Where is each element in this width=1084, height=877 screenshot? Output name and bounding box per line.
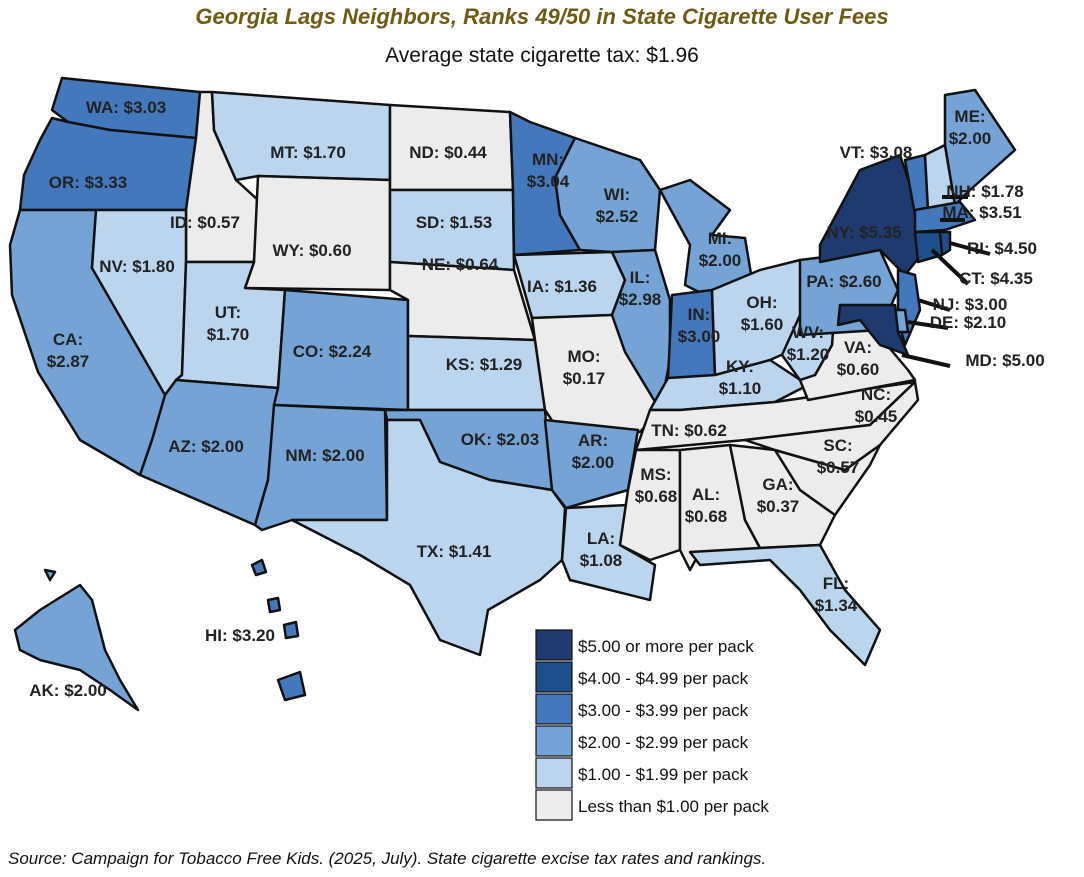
state-label-or: OR: $3.33 <box>49 173 127 192</box>
state-label-sc: SC: $0.57 <box>817 436 860 477</box>
state-label-ok: OK: $2.03 <box>461 430 539 449</box>
legend-swatch-4 <box>535 757 573 789</box>
state-label-mi: MI: $2.00 <box>699 229 742 270</box>
state-label-pa: PA: $2.60 <box>806 272 881 291</box>
legend-swatch-5 <box>535 789 573 821</box>
state-label-ks: KS: $1.29 <box>446 355 523 374</box>
state-label-nv: NV: $1.80 <box>99 257 175 276</box>
legend-label-2: $3.00 - $3.99 per pack <box>578 701 749 720</box>
state-nj <box>896 268 922 347</box>
state-mt <box>210 90 392 182</box>
state-tx <box>290 418 567 657</box>
map-subtitle: Average state cigarette tax: $1.96 <box>385 44 699 67</box>
state-fl <box>688 543 882 667</box>
leader-line-3 <box>930 248 970 286</box>
state-label-ca: CA: $2.87 <box>47 330 90 371</box>
state-label-ia: IA: $1.36 <box>527 277 597 296</box>
state-label-nm: NM: $2.00 <box>285 446 364 465</box>
state-wy <box>243 174 392 292</box>
leader-line-6 <box>901 353 951 368</box>
state-md <box>836 303 910 357</box>
state-label-mn: MN: $3.04 <box>527 150 570 191</box>
state-ma <box>913 200 977 234</box>
state-label-md: MD: $5.00 <box>965 351 1044 370</box>
state-hi-island-1 <box>266 596 282 614</box>
state-label-ma: MA: $3.51 <box>942 203 1021 222</box>
state-nm <box>253 403 389 532</box>
state-label-wv: WV: $1.20 <box>787 323 830 364</box>
state-hi <box>276 670 307 702</box>
state-label-in: IN: $3.00 <box>678 305 721 346</box>
state-label-vt: VT: $3.08 <box>840 143 913 162</box>
leader-line-4 <box>917 298 951 312</box>
state-label-ga: GA: $0.37 <box>757 475 800 516</box>
legend-swatch-0 <box>535 629 573 661</box>
state-label-wi: WI: $2.52 <box>596 185 639 226</box>
leader-line-2 <box>949 241 991 256</box>
state-label-de: DE: $2.10 <box>930 313 1007 332</box>
state-label-il: IL: $2.98 <box>619 268 662 309</box>
map-title: Georgia Lags Neighbors, Ranks 49/50 in S… <box>195 4 889 29</box>
state-label-wa: WA: $3.03 <box>86 98 166 117</box>
state-label-hi: HI: $3.20 <box>205 626 275 645</box>
state-label-ct: CT: $4.35 <box>959 269 1033 288</box>
state-hi-island-2 <box>282 620 300 640</box>
state-label-mt: MT: $1.70 <box>270 143 346 162</box>
legend-swatch-3 <box>535 725 573 757</box>
state-label-nj: NJ: $3.00 <box>933 295 1008 314</box>
state-label-fl: FL: $1.34 <box>815 574 858 615</box>
state-label-ky: KY: $1.10 <box>719 357 762 398</box>
legend-label-4: $1.00 - $1.99 per pack <box>578 765 749 784</box>
state-label-va: VA: $0.60 <box>837 338 880 379</box>
state-label-az: AZ: $2.00 <box>168 437 244 456</box>
state-label-oh: OH: $1.60 <box>741 293 784 334</box>
legend-label-3: $2.00 - $2.99 per pack <box>578 733 749 752</box>
legend-label-0: $5.00 or more per pack <box>578 637 754 656</box>
state-label-co: CO: $2.24 <box>293 342 372 361</box>
state-me <box>943 88 1017 207</box>
state-label-ak: AK: $2.00 <box>29 681 106 700</box>
state-label-tx: TX: $1.41 <box>417 542 492 561</box>
state-label-al: AL: $0.68 <box>685 485 728 526</box>
state-label-ny: NY: $5.35 <box>826 223 901 242</box>
state-label-tn: TN: $0.62 <box>651 421 727 440</box>
state-label-ut: UT: $1.70 <box>207 303 250 344</box>
state-label-ar: AR: $2.00 <box>572 431 615 472</box>
state-label-me: ME: $2.00 <box>949 107 992 148</box>
state-label-nh: NH: $1.78 <box>946 182 1023 201</box>
leader-line-5 <box>907 320 949 330</box>
source-note: Source: Campaign for Tobacco Free Kids. … <box>8 849 767 868</box>
state-ak <box>13 583 140 712</box>
state-label-sd: SD: $1.53 <box>416 213 493 232</box>
state-label-mo: MO: $0.17 <box>563 347 606 388</box>
state-label-la: LA: $1.08 <box>580 529 623 570</box>
state-nc <box>743 380 920 472</box>
state-hi-island-0 <box>250 558 268 577</box>
legend-swatch-1 <box>535 661 573 693</box>
legend-swatch-2 <box>535 693 573 725</box>
legend-label-1: $4.00 - $4.99 per pack <box>578 669 749 688</box>
state-label-wy: WY: $0.60 <box>272 241 351 260</box>
state-label-nd: ND: $0.44 <box>409 143 487 162</box>
legend: $5.00 or more per pack $4.00 - $4.99 per … <box>535 629 769 821</box>
state-label-ms: MS: $0.68 <box>635 465 678 506</box>
state-label-ri: RI: $4.50 <box>967 239 1037 258</box>
legend-label-5: Less than $1.00 per pack <box>578 797 769 816</box>
state-ar <box>543 418 640 510</box>
state-ak-island-0 <box>43 568 57 582</box>
state-label-ne: NE: $0.64 <box>422 255 499 274</box>
state-label-nc: NC: $0.45 <box>855 385 898 426</box>
state-label-id: ID: $0.57 <box>170 213 240 232</box>
state-mi <box>658 178 754 297</box>
